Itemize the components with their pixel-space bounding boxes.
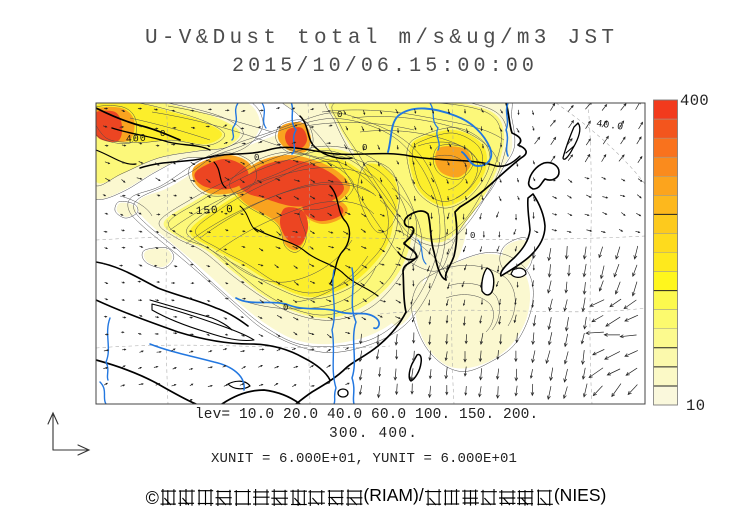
- svg-text:0: 0: [362, 143, 368, 153]
- svg-text:0: 0: [254, 153, 260, 163]
- svg-text:400: 400: [126, 134, 148, 146]
- svg-text:0: 0: [337, 110, 343, 120]
- svg-text:0: 0: [470, 231, 476, 241]
- svg-text:40.0: 40.0: [595, 119, 624, 134]
- svg-text:0: 0: [283, 303, 289, 313]
- svg-text:150.0: 150.0: [196, 204, 235, 218]
- svg-text:0: 0: [160, 129, 166, 139]
